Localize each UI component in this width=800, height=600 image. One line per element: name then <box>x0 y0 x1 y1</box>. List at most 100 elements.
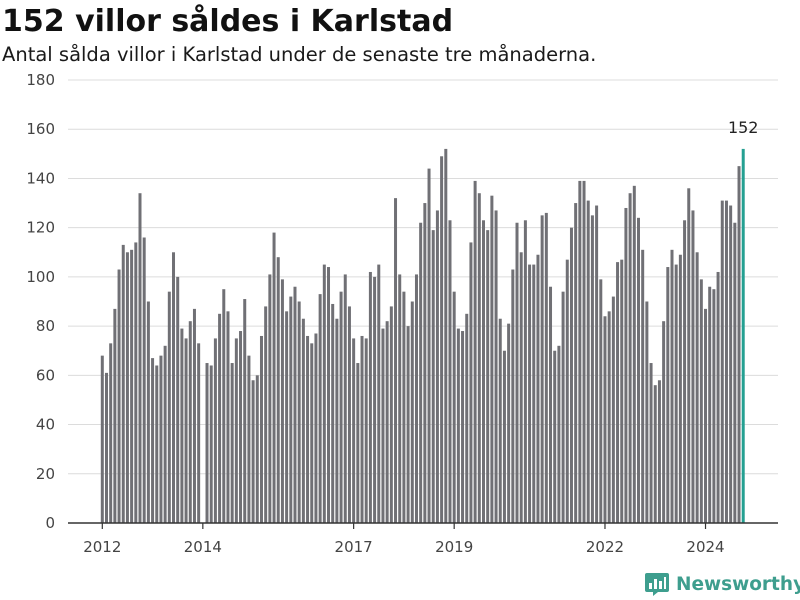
bar <box>151 358 155 523</box>
bar <box>628 193 632 523</box>
bar <box>331 303 335 523</box>
newsworthy-logo: Newsworthy <box>644 570 800 598</box>
x-tick-label: 2014 <box>184 538 222 556</box>
bar <box>733 222 737 524</box>
bar <box>687 188 691 524</box>
bar <box>712 289 716 523</box>
y-tick-label: 0 <box>45 514 55 532</box>
bar <box>553 350 557 523</box>
x-tick-label: 2022 <box>586 538 624 556</box>
bar <box>167 291 171 523</box>
bar <box>360 335 364 523</box>
bar <box>431 230 435 523</box>
bar <box>188 321 192 523</box>
bar <box>176 276 180 523</box>
bar <box>289 296 293 523</box>
bar <box>385 321 389 523</box>
bar <box>674 264 678 523</box>
bar <box>519 252 523 523</box>
bar <box>394 198 398 523</box>
bar <box>611 296 615 523</box>
bar <box>285 311 289 523</box>
bar <box>297 301 301 523</box>
bar <box>205 363 209 523</box>
bar <box>410 301 414 523</box>
bar <box>683 220 687 523</box>
bar <box>653 385 657 523</box>
chart-title: 152 villor såldes i Karlstad <box>2 4 454 39</box>
bar <box>616 262 620 523</box>
bar <box>624 207 628 524</box>
bar <box>461 331 465 523</box>
bar <box>486 230 490 523</box>
x-axis-tick-labels: 2012 2014 2017 2019 2022 2024 <box>83 538 724 556</box>
y-tick-label: 160 <box>26 120 55 138</box>
bar <box>264 306 268 523</box>
bar <box>414 274 418 523</box>
bar <box>636 217 640 523</box>
bar <box>569 227 573 524</box>
bar <box>536 254 540 524</box>
bar <box>209 365 213 523</box>
bar <box>234 338 238 523</box>
bar <box>699 279 703 523</box>
bar <box>268 274 272 523</box>
bar <box>310 343 314 523</box>
bar <box>272 232 276 523</box>
bar <box>666 267 670 523</box>
y-tick-label: 80 <box>36 317 55 335</box>
bar <box>473 180 477 523</box>
bar <box>293 286 297 523</box>
bar <box>192 308 196 523</box>
bar <box>419 222 423 524</box>
bar <box>121 244 125 523</box>
bar <box>540 215 544 524</box>
bar <box>276 257 280 523</box>
y-tick-label: 60 <box>36 366 55 384</box>
highlight-bar <box>741 148 745 523</box>
bar <box>448 220 452 523</box>
bar <box>343 274 347 523</box>
bar <box>528 264 532 523</box>
bar <box>352 338 356 523</box>
bar <box>243 299 247 523</box>
bar <box>306 335 310 523</box>
bars <box>100 148 745 524</box>
bar <box>574 203 578 523</box>
bar <box>691 210 695 523</box>
bar <box>142 237 146 523</box>
y-tick-label: 180 <box>26 71 55 89</box>
bar <box>197 343 201 523</box>
bar <box>494 210 498 523</box>
bar <box>335 318 339 523</box>
bar <box>603 316 607 523</box>
bar <box>544 212 548 523</box>
bar <box>377 264 381 523</box>
bar <box>456 328 460 523</box>
x-tick-label: 2017 <box>335 538 373 556</box>
bar <box>259 335 263 523</box>
bar <box>511 269 515 523</box>
bar <box>239 331 243 523</box>
bar <box>255 375 259 523</box>
y-tick-label: 20 <box>36 465 55 483</box>
bar <box>649 363 653 523</box>
bar <box>146 301 150 523</box>
x-axis <box>68 522 778 529</box>
bar <box>678 254 682 524</box>
bar <box>595 205 599 523</box>
bar <box>469 242 473 523</box>
bar <box>163 345 167 523</box>
bar <box>104 372 108 523</box>
bar <box>339 291 343 523</box>
bar <box>381 328 385 523</box>
bar <box>599 279 603 523</box>
bar <box>247 355 251 523</box>
bar <box>155 365 159 523</box>
bar <box>427 168 431 523</box>
y-axis-tick-labels: 0 20 40 60 80 100 120 140 160 180 <box>26 71 55 532</box>
bar <box>720 200 724 523</box>
bar <box>301 318 305 523</box>
bar <box>482 220 485 523</box>
